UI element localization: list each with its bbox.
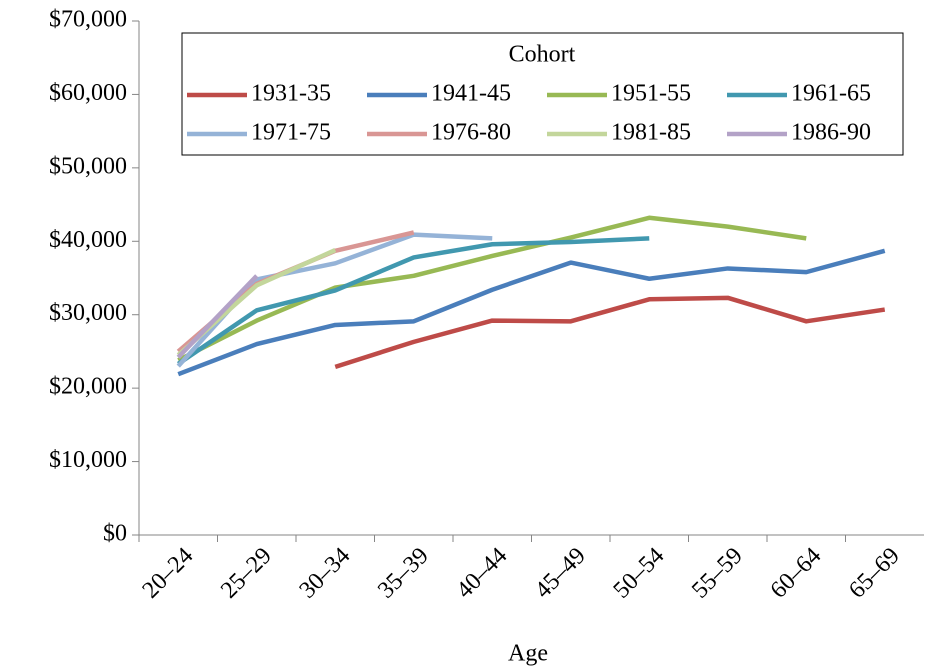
legend-label: 1941-45 <box>431 81 511 107</box>
y-tick-label: $20,000 <box>49 374 127 400</box>
legend-label: 1931-35 <box>251 81 331 107</box>
y-tick-label: $10,000 <box>49 447 127 473</box>
x-tick-label: 40–44 <box>452 543 513 604</box>
x-tick-label: 25–29 <box>216 543 277 604</box>
series-line <box>334 295 886 369</box>
series-line <box>176 274 259 359</box>
x-tick-label: 55–59 <box>687 543 748 604</box>
series-line <box>177 215 807 363</box>
series-line <box>177 248 886 377</box>
x-tick-label: 45–49 <box>530 543 591 604</box>
y-tick-label: $70,000 <box>49 7 127 33</box>
x-tick-label: 65–69 <box>844 543 905 604</box>
series-line <box>176 236 650 366</box>
y-tick-label: $60,000 <box>49 80 127 106</box>
x-axis-label: Age <box>508 641 548 667</box>
legend-label: 1971-75 <box>251 120 331 146</box>
y-tick-label: $50,000 <box>49 153 127 179</box>
y-tick-label: $0 <box>103 521 127 547</box>
x-tick-label: 35–39 <box>373 543 434 604</box>
legend-label: 1986-90 <box>791 120 871 146</box>
legend-title: Cohort <box>509 42 576 68</box>
legend-label: 1976-80 <box>431 120 511 146</box>
legend-label: 1981-85 <box>611 120 691 146</box>
legend-label: 1961-65 <box>791 81 871 107</box>
x-tick-label: 50–54 <box>609 543 670 604</box>
y-tick-label: $30,000 <box>49 300 127 326</box>
x-tick-label: 60–64 <box>766 543 827 604</box>
y-tick-label: $40,000 <box>49 227 127 253</box>
legend-label: 1951-55 <box>611 81 691 107</box>
x-tick-label: 20–24 <box>138 543 199 604</box>
x-tick-label: 30–34 <box>295 543 356 604</box>
